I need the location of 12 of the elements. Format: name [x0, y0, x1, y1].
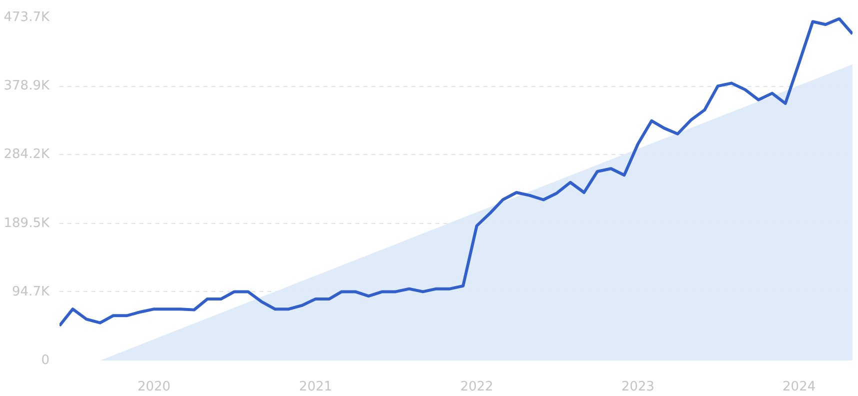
x-tick-label: 2021: [299, 380, 332, 394]
x-tick-label: 2020: [137, 380, 171, 394]
x-tick-label: 2023: [621, 380, 654, 394]
x-tick-label: 2024: [782, 380, 816, 394]
y-tick-label: 189.5K: [4, 216, 50, 231]
y-tick-label: 94.7K: [12, 284, 50, 300]
y-tick-label: 473.7K: [4, 10, 50, 25]
y-tick-label: 0: [41, 353, 50, 368]
y-tick-label: 378.9K: [4, 78, 50, 94]
line-series: [60, 18, 852, 328]
y-tick-label: 284.2K: [4, 147, 50, 162]
x-tick-label: 2022: [460, 380, 494, 394]
